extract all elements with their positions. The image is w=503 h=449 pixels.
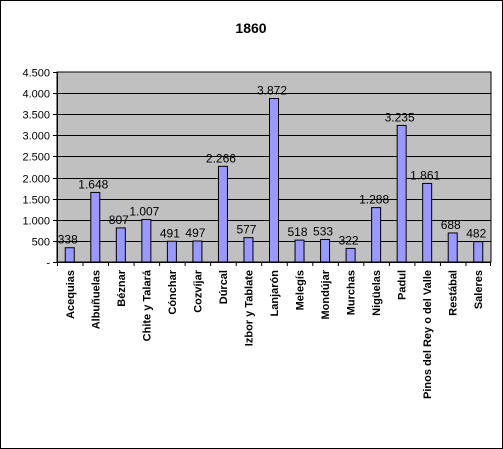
y-tick-label: - (46, 258, 50, 270)
bar (473, 241, 484, 263)
data-label: 1.648 (78, 177, 108, 191)
x-tick-label: Mondújar (320, 269, 332, 319)
data-label: 322 (339, 233, 359, 247)
chart-title: 1860 (235, 20, 266, 36)
x-tick-label: Cozvíjar (192, 269, 204, 313)
data-label: 577 (236, 223, 256, 237)
bars (64, 98, 484, 263)
x-tick-label: Restábal (448, 270, 460, 316)
data-label: 3.872 (257, 84, 287, 98)
data-label: 688 (441, 218, 461, 232)
x-tick-label: Nigüelas (371, 270, 383, 316)
x-tick-label: Cónchar (167, 269, 179, 314)
data-label: 1.007 (129, 204, 159, 218)
y-tick-label: 1.500 (22, 195, 50, 207)
x-tick-label: Chite y Talará (141, 269, 153, 341)
bar (115, 227, 126, 263)
axes: - 500 1.000 1.500 2.000 2.500 3.000 3.500 4.000 4… (22, 68, 491, 399)
x-tick-label: Murchas (346, 270, 358, 315)
x-tick-label: Izbor y Tablate (243, 270, 255, 346)
x-tick-label: Albuñuelas (90, 270, 102, 329)
x-tick-label: Pinos del Rey o del Valle (422, 270, 434, 399)
bar (64, 247, 75, 263)
x-tick-label: Padul (397, 270, 409, 300)
y-tick-label: 4.000 (22, 89, 50, 101)
bar (294, 239, 305, 263)
y-tick-label: 1.000 (22, 216, 50, 228)
x-tick-label: Melegís (295, 270, 307, 310)
y-tick-label: 2.500 (22, 152, 50, 164)
data-label: 518 (288, 225, 308, 239)
bar (141, 218, 152, 263)
x-tick-label: Béznar (116, 269, 128, 306)
x-tick-label: Lanjarón (269, 270, 281, 317)
bar (320, 238, 331, 263)
y-tick-label: 3.000 (22, 131, 50, 143)
bar (269, 98, 279, 263)
bar (371, 207, 382, 263)
bar (447, 232, 458, 263)
data-label: 1.288 (359, 193, 389, 207)
data-label: 3.235 (385, 110, 415, 124)
y-tick-label: 2.000 (22, 174, 50, 186)
data-label: 2.266 (206, 151, 236, 165)
bar (192, 240, 203, 263)
data-label: 482 (466, 227, 486, 241)
data-label: 491 (160, 226, 180, 240)
bar (422, 182, 433, 263)
x-tick-label: Saleres (473, 270, 485, 309)
data-label: 1.861 (410, 168, 440, 182)
x-tick-label: Acequias (65, 270, 77, 319)
y-tick-label: 500 (32, 237, 50, 249)
data-label: 533 (313, 224, 333, 238)
y-tick-label: 3.500 (22, 110, 50, 122)
bar (166, 240, 177, 263)
data-label: 807 (109, 213, 129, 227)
bar (90, 191, 101, 263)
y-tick-label: 4.500 (22, 68, 50, 80)
x-tick-label: Dúrcal (218, 270, 230, 304)
bar (396, 124, 407, 263)
data-label: 497 (185, 226, 205, 240)
data-label: 338 (58, 233, 78, 247)
bar (243, 237, 254, 263)
bar (345, 247, 356, 263)
bar (217, 165, 228, 263)
